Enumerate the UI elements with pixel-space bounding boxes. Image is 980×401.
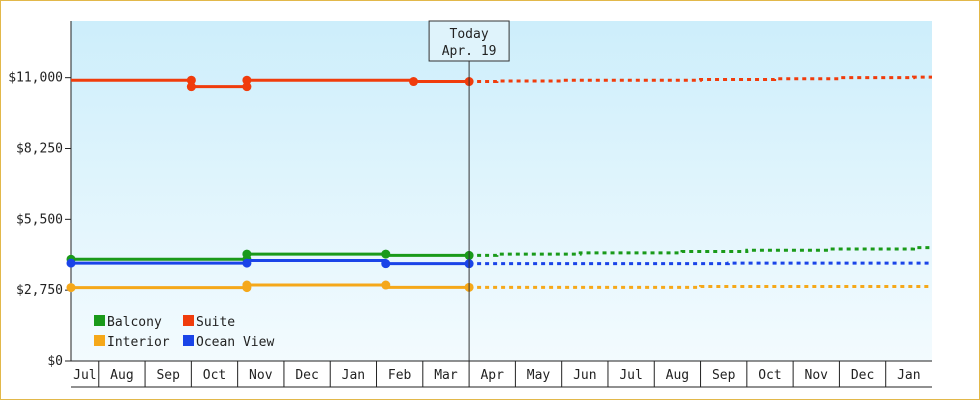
series-point-ocean-view (381, 259, 391, 269)
legend-label: Suite (196, 315, 235, 330)
x-tick-label: Nov (805, 368, 829, 383)
x-tick-label: Mar (434, 368, 458, 383)
y-tick-label: $8,250 (16, 142, 63, 157)
x-tick-label: Dec (295, 368, 318, 383)
legend-label: Ocean View (196, 335, 274, 350)
series-point-suite (186, 75, 196, 85)
legend-swatch (183, 315, 194, 326)
x-tick-label: Oct (758, 368, 781, 383)
series-point-interior (381, 280, 391, 290)
x-axis: Jul Aug Sep Oct Nov Dec Jan Feb Mar Apr May Jun Jul A… (71, 360, 932, 388)
series-point-interior (66, 283, 76, 293)
today-box (428, 20, 510, 62)
x-tick-label: Sep (712, 368, 736, 383)
today-date-label: Apr. 19 (442, 44, 497, 59)
legend-swatch (94, 315, 105, 326)
series-point-ocean-view (66, 258, 76, 268)
series-forecast-balcony (469, 246, 932, 257)
series-point-suite (242, 75, 252, 85)
x-tick-label: Jun (573, 368, 596, 383)
y-tick-label: $2,750 (16, 283, 63, 298)
series-line-ocean-view (71, 259, 470, 266)
series-point-interior (242, 280, 252, 290)
series-line-balcony (71, 252, 470, 261)
series-point-balcony (242, 249, 252, 259)
x-tick-label: Sep (156, 368, 180, 383)
legend: Balcony Suite Interior Ocean View (94, 315, 274, 350)
legend-label: Interior (107, 335, 170, 350)
x-tick-label: Nov (249, 368, 273, 383)
today-label: Today (450, 27, 489, 42)
series-point-suite (409, 77, 419, 87)
x-tick-label: Aug (110, 368, 133, 383)
x-tick-label: Aug (666, 368, 689, 383)
series-layer (66, 75, 932, 293)
x-tick-label: Jul (73, 368, 96, 383)
series-point-suite (242, 82, 252, 92)
x-tick-label: Dec (851, 368, 874, 383)
plot-background (71, 21, 932, 361)
x-tick-label: Jan (342, 368, 365, 383)
x-tick-label: Oct (203, 368, 226, 383)
y-axis: $0 $2,750 $5,500 $8,250 $11,000 (8, 21, 72, 369)
series-line-interior (71, 283, 470, 290)
x-tick-label: May (527, 368, 551, 383)
series-point-ocean-view (242, 258, 252, 268)
y-tick-label: $5,500 (16, 212, 63, 227)
series-forecast-ocean-view (469, 261, 932, 266)
y-tick-label: $0 (47, 354, 63, 369)
x-tick-label: Apr (480, 368, 504, 383)
x-tick-label: Jul (619, 368, 642, 383)
today-marker: Today Apr. 19 (428, 20, 510, 361)
legend-swatch (183, 335, 194, 346)
series-forecast-interior (469, 285, 932, 289)
series-forecast-suite (469, 75, 932, 84)
series-point-balcony (381, 249, 391, 259)
y-tick-label: $11,000 (8, 71, 63, 86)
legend-swatch (94, 335, 105, 346)
series-point-suite (186, 82, 196, 92)
x-tick-label: Feb (388, 368, 412, 383)
x-tick-label: Jan (897, 368, 920, 383)
legend-label: Balcony (107, 315, 162, 330)
